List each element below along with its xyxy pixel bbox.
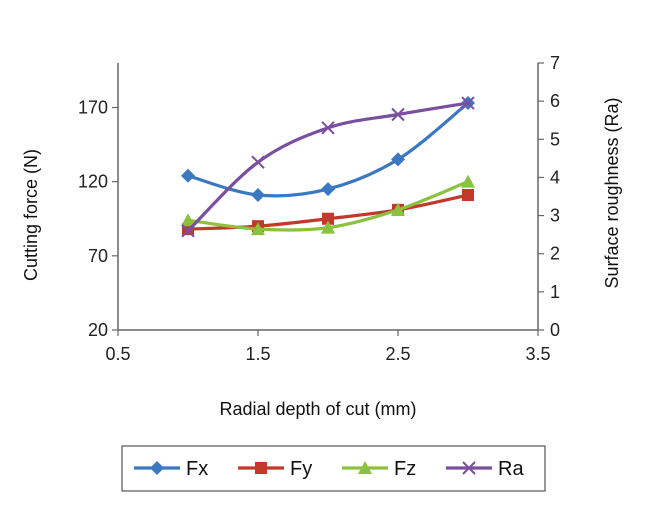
data-point-ra <box>391 107 405 122</box>
y2-tick-label: 4 <box>550 167 560 187</box>
y-tick-label: 20 <box>88 320 108 340</box>
data-point-ra <box>321 121 335 135</box>
data-point-ra <box>251 155 265 169</box>
legend-label-fy: Fy <box>290 458 312 480</box>
y-tick-label: 120 <box>78 172 108 192</box>
y-axis-title: Cutting force (N) <box>21 149 41 281</box>
legend-marker-fz <box>358 461 372 474</box>
y2-tick-label: 6 <box>550 91 560 111</box>
y2-tick-label: 3 <box>550 206 560 226</box>
legend-label-ra: Ra <box>498 458 524 480</box>
data-point-fz <box>251 222 265 236</box>
x-axis-title: Radial depth of cut (mm) <box>219 399 416 419</box>
x-tick-label: 1.5 <box>245 344 270 364</box>
y2-tick-label: 2 <box>550 244 560 264</box>
data-point-fx <box>321 182 335 197</box>
y2-tick-label: 7 <box>550 53 560 73</box>
data-point-fz <box>181 213 195 227</box>
y2-axis-title: Surface roughness (Ra) <box>602 97 622 288</box>
legend-label-fz: Fz <box>394 458 416 480</box>
legend-label-fx: Fx <box>186 458 208 480</box>
legend-marker-fy <box>255 462 267 474</box>
y2-tick-label: 0 <box>550 320 560 340</box>
axes: 0.5 1.5 2.5 3.5 20 70 120 170 0 1 2 3 4 5 6 7 <box>78 53 560 364</box>
x-tick-label: 2.5 <box>385 344 410 364</box>
data-point-fy <box>462 189 474 202</box>
data-point-fx <box>181 168 195 183</box>
legend-marker-ra <box>462 461 476 475</box>
legend: Fx Fy Fz Ra <box>121 445 546 492</box>
x-tick-label: 0.5 <box>105 344 130 364</box>
series-line-fx <box>187 101 470 198</box>
data-point-ra <box>181 224 195 238</box>
data-point-fy <box>322 212 334 225</box>
data-point-fx <box>251 188 265 203</box>
y-tick-label: 70 <box>88 246 108 266</box>
series-layer <box>181 96 475 238</box>
data-point-fz <box>321 220 335 234</box>
x-tick-label: 3.5 <box>525 344 550 364</box>
series-line-ra <box>186 101 469 232</box>
y2-tick-label: 5 <box>550 129 560 149</box>
y-tick-label: 170 <box>78 98 108 118</box>
data-point-fz <box>461 174 475 188</box>
data-point-fx <box>391 152 405 167</box>
legend-marker-fx <box>150 461 164 475</box>
y2-tick-label: 1 <box>550 282 560 302</box>
data-point-fz <box>391 202 405 216</box>
data-point-ra <box>461 96 475 110</box>
